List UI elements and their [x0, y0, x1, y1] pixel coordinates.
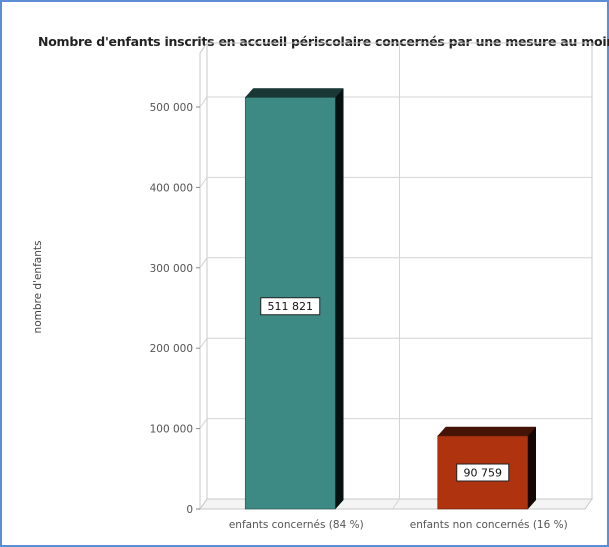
data-label-box: [260, 297, 321, 316]
y-tick-label: 200 000: [150, 343, 193, 355]
wall-gridline: [199, 96, 208, 108]
y-tick-label: 500 000: [150, 102, 193, 114]
wall-gridline: [199, 337, 208, 349]
bar-top: [437, 426, 537, 437]
data-label: 511 821: [268, 300, 314, 313]
data-label-box: [456, 463, 510, 482]
x-tick-label: enfants non concernés (16 %): [410, 519, 568, 531]
x-tick-label: enfants concernés (84 %): [229, 519, 364, 531]
floor-gridline: [392, 498, 400, 510]
y-axis-label: nombre d'enfants: [32, 241, 44, 334]
bar-side: [335, 87, 344, 510]
data-label: 90 759: [464, 467, 503, 480]
data-labels: 511 821 90 759: [260, 297, 510, 482]
y-tick-label: 300 000: [150, 263, 193, 275]
wall-gridline: [199, 177, 208, 188]
x-axis-labels: enfants concernés (84 %) enfants non conc…: [229, 519, 568, 531]
wall-gridline: [199, 418, 208, 429]
y-tick-label: 400 000: [150, 182, 193, 194]
wall-gridline: [199, 257, 208, 269]
chart-title: Nombre d'enfants inscrits en accueil pér…: [38, 34, 609, 49]
y-tick-label: 0: [186, 504, 193, 516]
y-tick-label: 100 000: [150, 424, 193, 436]
left-wall: [199, 41, 208, 511]
bar-top: [244, 88, 344, 98]
y-axis-ticks: 0 100 000 200 000 300 000 400 000 500 000: [150, 102, 200, 516]
bar-side: [527, 426, 536, 510]
